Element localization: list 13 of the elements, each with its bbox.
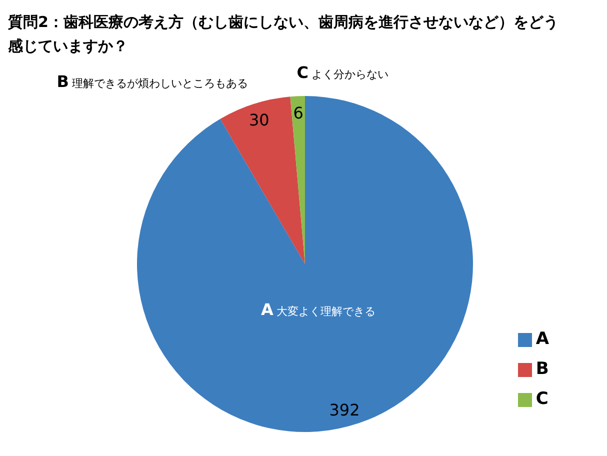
text: A 大変よく理解できる xyxy=(260,300,376,319)
data-label: 6 xyxy=(293,103,304,122)
text: C よく分からない xyxy=(296,63,388,82)
data-label: 30 xyxy=(248,110,270,130)
chart-title: 質問2：歯科医療の考え方（むし歯にしない、歯周病を進行させないなど）をどう感じていますか？ xyxy=(8,13,558,55)
text: B 理解できるが煩わしいところもある xyxy=(56,72,248,91)
pie-slice xyxy=(137,96,473,432)
data-label: 392 xyxy=(329,400,360,420)
legend-label: C xyxy=(536,389,548,409)
pie-slice xyxy=(220,96,305,264)
legend-label: A xyxy=(536,329,549,349)
legend-label: B xyxy=(536,359,549,379)
pie-slice xyxy=(290,96,305,264)
